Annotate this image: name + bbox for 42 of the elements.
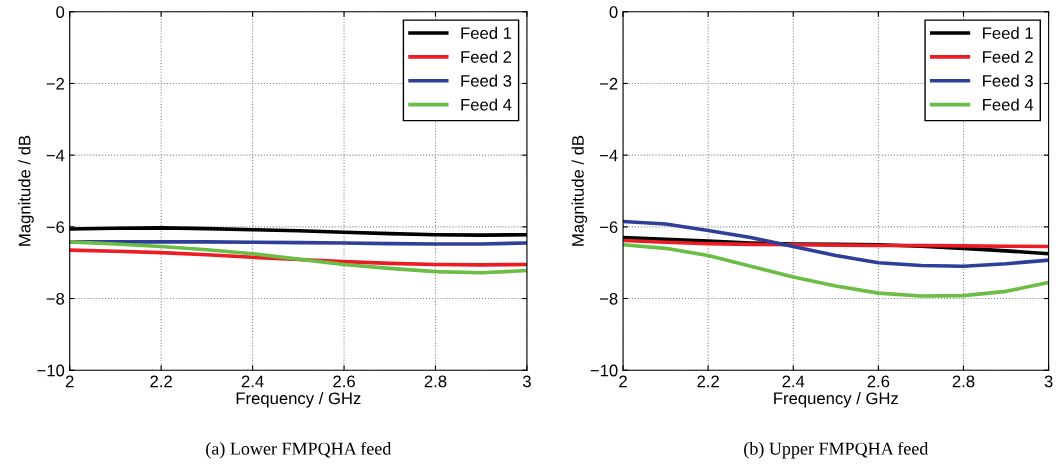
y-tick-label: 0 (56, 6, 65, 18)
y-tick-label: −10 (37, 364, 65, 377)
line-series (623, 219, 1049, 269)
x-tick-label: 3 (1044, 375, 1053, 388)
x-tick-label: 2.2 (697, 375, 719, 388)
legend-label: Feed 4 (983, 98, 1034, 111)
x-tick-label: 3 (522, 375, 531, 388)
line-series (623, 238, 1049, 249)
x-tick-label: 2.6 (867, 375, 890, 388)
y-tick-label: −8 (600, 292, 618, 305)
x-tick-label: 2.8 (424, 375, 447, 388)
y-tick-label: −2 (46, 77, 64, 90)
text: (b) Upper FMPQHA feed (744, 441, 929, 459)
x-tick-label: 2.4 (241, 375, 264, 388)
x-tick-label: 2.6 (333, 375, 355, 388)
y-tick-label: −10 (590, 364, 618, 377)
y-tick-label: −4 (600, 149, 618, 162)
x-tick-label: 2.2 (150, 375, 172, 388)
x-tick-label: 2 (65, 375, 74, 388)
line-series (623, 242, 1049, 298)
y-tick-label: −8 (46, 292, 65, 305)
x-tick-label: 2 (619, 375, 627, 388)
y-tick-label: −6 (46, 221, 65, 234)
line-series (69, 240, 527, 275)
legend-label: Feed 1 (461, 26, 512, 40)
y-axis-title: Magnitude / dB (571, 135, 588, 246)
text: (a) Lower FMPQHA feed (206, 441, 392, 459)
y-tick-label: 0 (609, 6, 618, 18)
x-tick-label: 2.8 (952, 375, 975, 388)
x-axis-title: Frequency / GHz (774, 391, 898, 408)
x-tick-label: 2.4 (782, 375, 805, 388)
y-tick-label: −6 (600, 221, 618, 234)
legend-label: Feed 2 (983, 50, 1033, 63)
y-axis-title: Magnitude / dB (18, 135, 34, 246)
legend-label: Feed 4 (461, 98, 512, 111)
x-axis-title: Frequency / GHz (236, 391, 361, 408)
legend-label: Feed 2 (461, 50, 512, 63)
y-tick-label: −2 (600, 77, 618, 90)
legend-label: Feed 3 (461, 74, 512, 87)
legend-label: Feed 3 (983, 74, 1033, 87)
legend-label: Feed 1 (983, 26, 1033, 40)
y-tick-label: −4 (46, 149, 65, 162)
